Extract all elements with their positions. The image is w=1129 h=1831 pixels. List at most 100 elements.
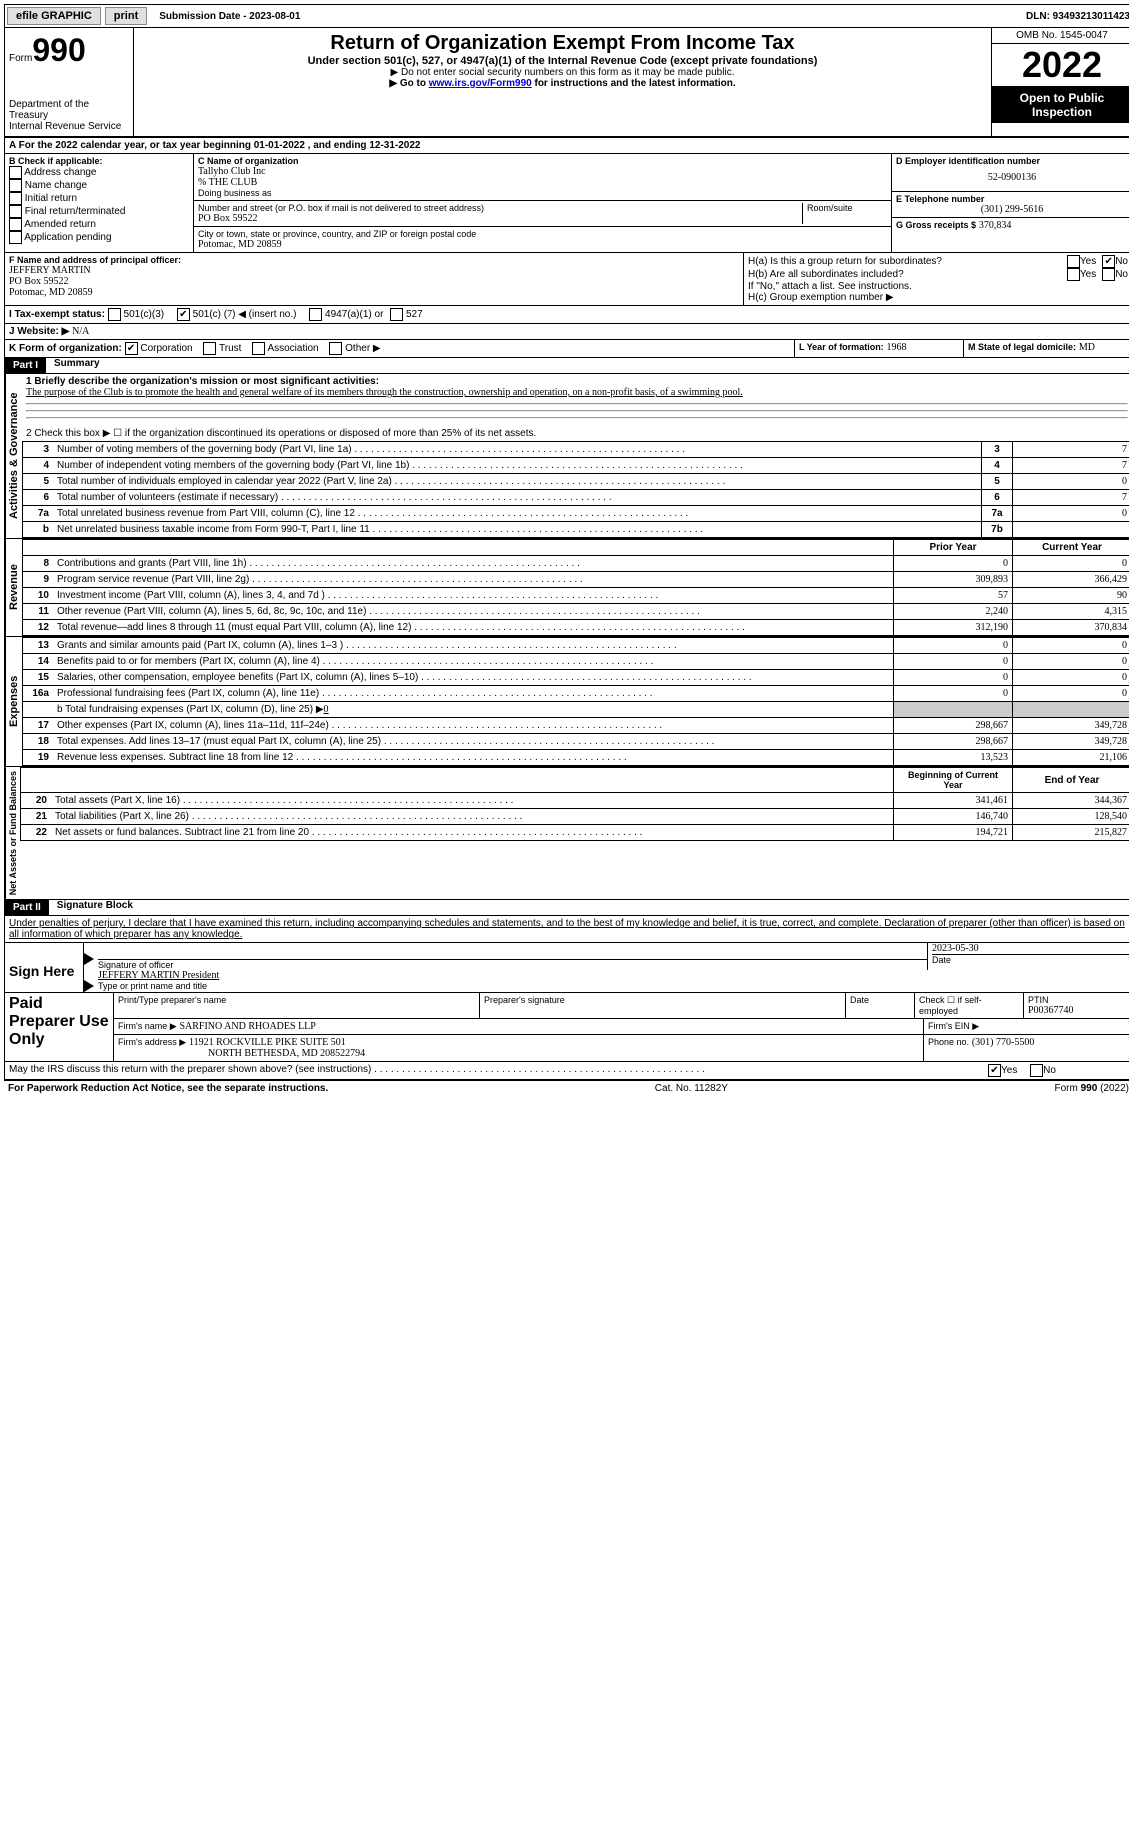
sig-officer-label: Signature of officer xyxy=(98,960,927,970)
prep-sig-label: Preparer's signature xyxy=(480,993,846,1018)
box-b-option[interactable]: Address change xyxy=(9,166,189,179)
phone-label: Phone no. xyxy=(928,1037,969,1047)
side-revenue: Revenue xyxy=(5,539,22,636)
ha-yes-checkbox[interactable] xyxy=(1067,255,1080,268)
paid-preparer-label: Paid Preparer Use Only xyxy=(5,993,114,1061)
omb-number: OMB No. 1545-0047 xyxy=(992,28,1129,44)
sign-here-label: Sign Here xyxy=(5,943,84,992)
other-checkbox[interactable] xyxy=(329,342,342,355)
footer: For Paperwork Reduction Act Notice, see … xyxy=(4,1080,1129,1096)
side-expenses: Expenses xyxy=(5,637,22,766)
part1-body: Activities & Governance 1 Briefly descri… xyxy=(4,374,1129,538)
org-addr: PO Box 59522 xyxy=(198,213,802,224)
form-number: 990 xyxy=(32,32,85,68)
cat-no: Cat. No. 11282Y xyxy=(655,1083,728,1094)
box-f-label: F Name and address of principal officer: xyxy=(9,255,739,265)
prep-date-label: Date xyxy=(846,993,915,1018)
irs-label: Internal Revenue Service xyxy=(9,121,129,132)
501c-checkbox[interactable] xyxy=(177,308,190,321)
527-checkbox[interactable] xyxy=(390,308,403,321)
box-b-option[interactable]: Initial return xyxy=(9,192,189,205)
4947-checkbox[interactable] xyxy=(309,308,322,321)
table-row: 9Program service revenue (Part VIII, lin… xyxy=(23,572,1129,588)
table-row: 4Number of independent voting members of… xyxy=(23,458,1129,474)
firm-addr1: 11921 ROCKVILLE PIKE SUITE 501 xyxy=(189,1037,346,1048)
table-row: 13Grants and similar amounts paid (Part … xyxy=(23,638,1129,654)
table-row: 10Investment income (Part VIII, column (… xyxy=(23,588,1129,604)
state-domicile: MD xyxy=(1079,342,1095,353)
box-e-label: E Telephone number xyxy=(896,194,1128,204)
table-row: 18Total expenses. Add lines 13–17 (must … xyxy=(23,734,1129,750)
box-b-option[interactable]: Application pending xyxy=(9,231,189,244)
box-b-option[interactable]: Amended return xyxy=(9,218,189,231)
table-row: 17Other expenses (Part IX, column (A), l… xyxy=(23,718,1129,734)
firm-phone: (301) 770-5500 xyxy=(972,1037,1035,1048)
print-button[interactable]: print xyxy=(105,7,147,25)
year-formation: 1968 xyxy=(886,342,906,353)
type-name-label: Type or print name and title xyxy=(98,981,1129,991)
table-row: 19Revenue less expenses. Subtract line 1… xyxy=(23,750,1129,766)
submission-date: Submission Date - 2023-08-01 xyxy=(159,11,300,22)
date-label: Date xyxy=(932,954,1129,965)
org-name: Tallyho Club Inc xyxy=(198,166,887,177)
hb-label: H(b) Are all subordinates included? xyxy=(748,269,1067,280)
officer-printed: JEFFERY MARTIN President xyxy=(98,970,1129,981)
website: N/A xyxy=(72,326,89,337)
officer-addr2: Potomac, MD 20859 xyxy=(9,287,739,298)
prep-name-label: Print/Type preparer's name xyxy=(114,993,480,1018)
sign-here-block: Sign Here Signature of officer 2023-05-3… xyxy=(4,943,1129,993)
table-row: 11Other revenue (Part VIII, column (A), … xyxy=(23,604,1129,620)
tax-year: 2022 xyxy=(992,44,1129,87)
discuss-label: May the IRS discuss this return with the… xyxy=(9,1064,371,1075)
sig-date: 2023-05-30 xyxy=(932,943,1129,954)
box-i-label: I Tax-exempt status: xyxy=(9,309,105,320)
ein: 52-0900136 xyxy=(896,166,1128,189)
ptin-label: PTIN xyxy=(1028,995,1128,1005)
box-g-label: G Gross receipts $ xyxy=(896,220,976,230)
box-k-label: K Form of organization: xyxy=(9,343,122,354)
pra-notice: For Paperwork Reduction Act Notice, see … xyxy=(8,1083,328,1094)
assoc-checkbox[interactable] xyxy=(252,342,265,355)
table-row: 8Contributions and grants (Part VIII, li… xyxy=(23,556,1129,572)
paid-preparer-block: Paid Preparer Use Only Print/Type prepar… xyxy=(4,993,1129,1062)
trust-checkbox[interactable] xyxy=(203,342,216,355)
501c3-checkbox[interactable] xyxy=(108,308,121,321)
irs-link[interactable]: www.irs.gov/Form990 xyxy=(429,78,532,89)
box-m-label: M State of legal domicile: xyxy=(968,342,1076,352)
box-b-label: B Check if applicable: xyxy=(9,156,189,166)
table-row: 6Total number of volunteers (estimate if… xyxy=(23,490,1129,506)
line-a: A For the 2022 calendar year, or tax yea… xyxy=(5,138,424,153)
beg-year-header: Beginning of Current Year xyxy=(894,768,1013,793)
telephone: (301) 299-5616 xyxy=(896,204,1128,215)
table-row: 3Number of voting members of the governi… xyxy=(23,442,1129,458)
addr-label: Number and street (or P.O. box if mail i… xyxy=(198,203,802,213)
table-row: 5Total number of individuals employed in… xyxy=(23,474,1129,490)
box-b-option[interactable]: Name change xyxy=(9,179,189,192)
table-row: bNet unrelated business taxable income f… xyxy=(23,522,1129,538)
efile-button[interactable]: efile GRAPHIC xyxy=(7,7,101,25)
city-label: City or town, state or province, country… xyxy=(198,229,887,239)
form-ref: Form 990 (2022) xyxy=(1055,1083,1129,1094)
box-c-label: C Name of organization xyxy=(198,156,887,166)
firm-addr-label: Firm's address ▶ xyxy=(118,1037,186,1047)
ha-no-checkbox[interactable] xyxy=(1102,255,1115,268)
org-care: % THE CLUB xyxy=(198,177,887,188)
discuss-yes-checkbox[interactable] xyxy=(988,1064,1001,1077)
hb-no-checkbox[interactable] xyxy=(1102,268,1115,281)
exp-table: 13Grants and similar amounts paid (Part … xyxy=(22,637,1129,766)
line1-label: 1 Briefly describe the organization's mi… xyxy=(26,376,379,387)
dba-label: Doing business as xyxy=(198,188,887,198)
firm-ein-label: Firm's EIN ▶ xyxy=(924,1019,1129,1034)
officer-addr1: PO Box 59522 xyxy=(9,276,739,287)
corp-checkbox[interactable] xyxy=(125,342,138,355)
note-ssn: ▶ Do not enter social security numbers o… xyxy=(142,67,983,78)
box-b-option[interactable]: Final return/terminated xyxy=(9,205,189,218)
part1-title: Summary xyxy=(46,358,100,373)
box-d-label: D Employer identification number xyxy=(896,156,1128,166)
sig-arrow-icon-2 xyxy=(84,980,94,992)
hb-yes-checkbox[interactable] xyxy=(1067,268,1080,281)
identity-block: B Check if applicable: Address change Na… xyxy=(4,154,1129,253)
discuss-no-checkbox[interactable] xyxy=(1030,1064,1043,1077)
current-year-header: Current Year xyxy=(1013,540,1129,556)
table-row: 21Total liabilities (Part X, line 26)146… xyxy=(21,809,1129,825)
